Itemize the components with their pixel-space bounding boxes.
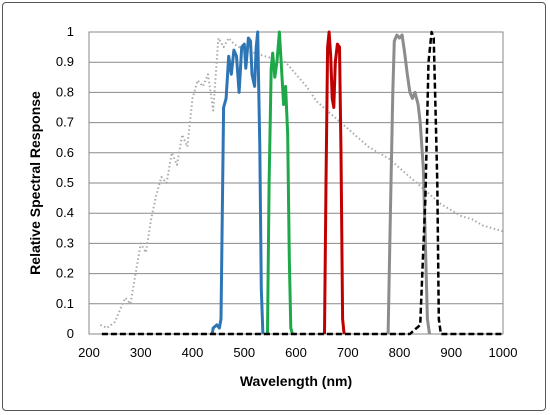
x-tick-label: 800: [389, 345, 411, 360]
series-line-5: [101, 30, 503, 336]
x-tick-label: 500: [233, 345, 255, 360]
series-lines: [99, 30, 504, 336]
series-line-2: [266, 30, 294, 335]
y-tick-label: 0.8: [56, 84, 74, 99]
x-tick-label: 1000: [489, 345, 518, 360]
y-tick-label: 0.7: [56, 115, 74, 130]
y-tick-labels: 0 0.1 0.2 0.3 0.4 0.5 0.6 0.7 0.8 0.9 1: [56, 24, 74, 341]
x-tick-label: 600: [285, 345, 307, 360]
x-axis-title: Wavelength (nm): [240, 373, 352, 389]
x-tick-label: 400: [182, 345, 204, 360]
y-tick-label: 0.2: [56, 266, 74, 281]
y-tick-label: 0.5: [56, 175, 74, 190]
x-tick-label: 300: [130, 345, 152, 360]
gridlines: [89, 31, 503, 335]
y-tick-label: 0.6: [56, 145, 74, 160]
x-tick-label: 700: [337, 345, 359, 360]
x-tick-label: 200: [78, 345, 100, 360]
y-tick-label: 0: [67, 326, 74, 341]
series-line-4: [386, 33, 431, 335]
x-tick-labels: 200 300 400 500 600 700 800 900 1000: [78, 345, 517, 360]
series-line-3: [323, 30, 346, 335]
y-tick-label: 0.9: [56, 54, 74, 69]
series-line-0: [99, 37, 504, 329]
x-tick-label: 900: [440, 345, 462, 360]
y-tick-label: 0.1: [56, 296, 74, 311]
y-tick-label: 0.3: [56, 235, 74, 250]
series-line-1: [210, 30, 265, 335]
y-tick-label: 1: [67, 24, 74, 39]
y-tick-label: 0.4: [56, 205, 74, 220]
y-axis-title: Relative Spectral Response: [27, 91, 43, 275]
